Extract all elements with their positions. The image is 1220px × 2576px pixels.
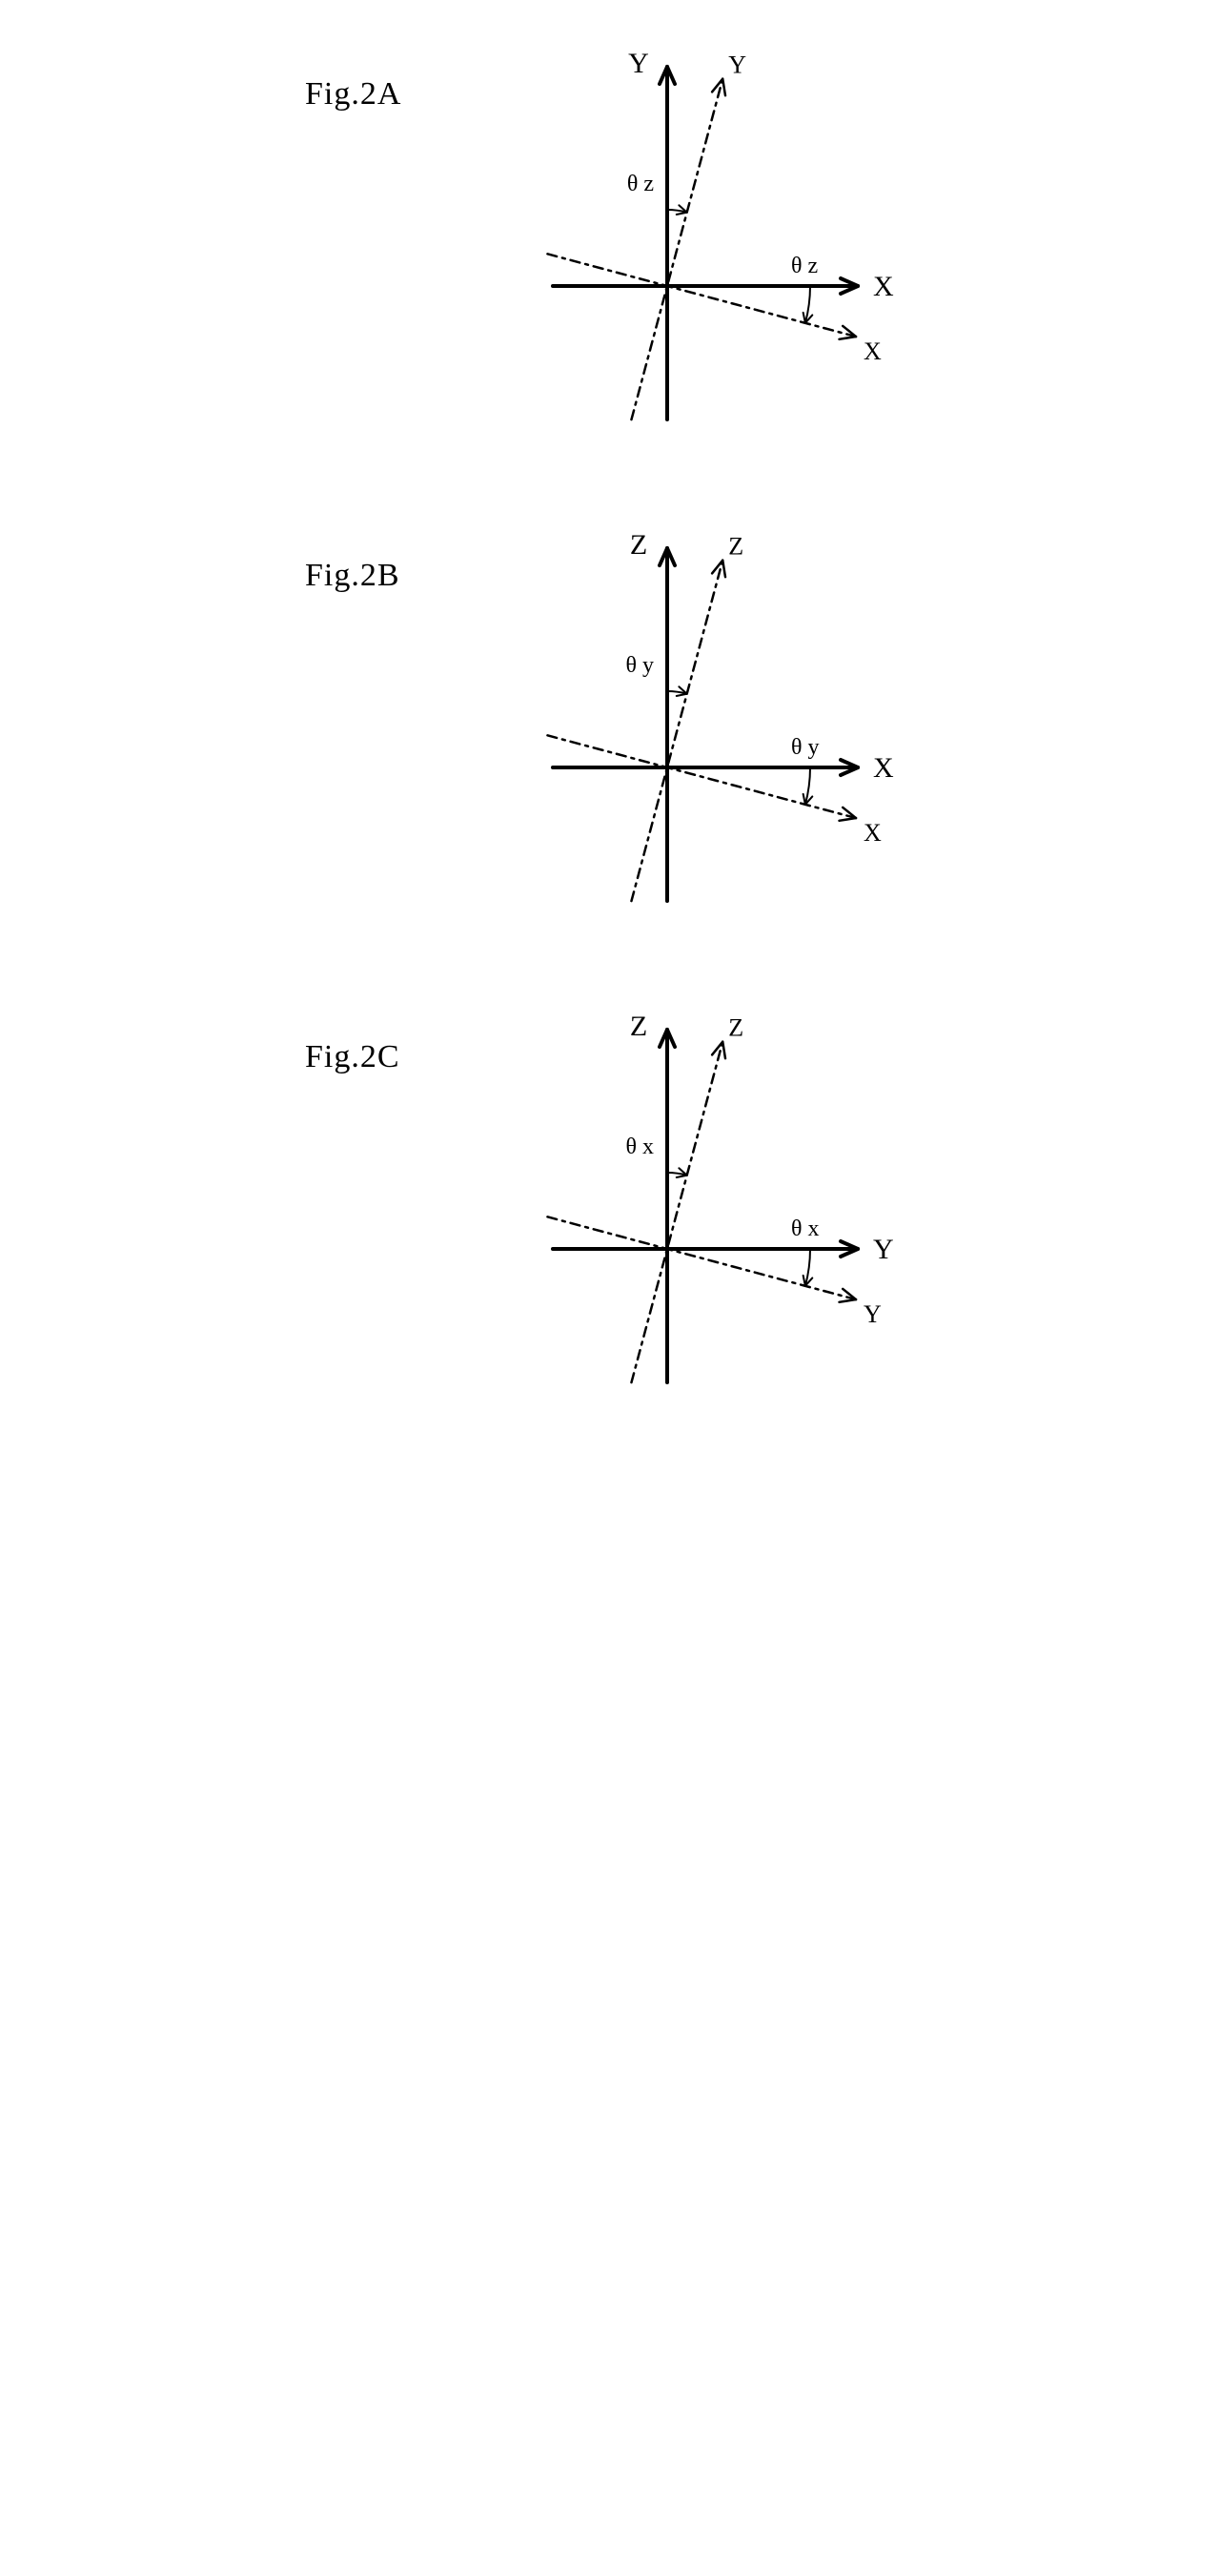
svg-text:Z: Z bbox=[728, 533, 743, 561]
diagram-a: Y X Y Xθ z θ z bbox=[477, 38, 896, 462]
svg-text:Z: Z bbox=[630, 529, 647, 561]
svg-text:Y: Y bbox=[873, 1234, 894, 1265]
diagram-b: Z X Z Xθ y θ y bbox=[477, 520, 896, 944]
figure-label: Fig.2C bbox=[305, 1039, 477, 1075]
svg-text:Y: Y bbox=[628, 48, 649, 79]
svg-text:Z: Z bbox=[630, 1011, 647, 1042]
svg-text:θ y: θ y bbox=[791, 735, 820, 760]
figure-label: Fig.2A bbox=[305, 76, 477, 112]
svg-text:Y: Y bbox=[864, 1300, 882, 1328]
figure-set: Fig.2A Y X Y Xθ z θ z Fig.2B Z X Z Xθ y θ y Fig.… bbox=[19, 38, 1201, 1425]
svg-text:θ y: θ y bbox=[626, 653, 655, 678]
svg-text:X: X bbox=[873, 752, 894, 784]
svg-text:X: X bbox=[864, 337, 882, 365]
svg-text:θ z: θ z bbox=[627, 172, 654, 196]
figure-b: Fig.2B Z X Z Xθ y θ y bbox=[305, 520, 915, 944]
svg-text:θ x: θ x bbox=[626, 1135, 655, 1159]
svg-text:θ z: θ z bbox=[791, 254, 818, 278]
diagram-c: Z Y Z Yθ x θ x bbox=[477, 1001, 896, 1425]
svg-text:θ x: θ x bbox=[791, 1216, 820, 1241]
svg-text:Z: Z bbox=[728, 1014, 743, 1042]
figure-label: Fig.2B bbox=[305, 558, 477, 594]
svg-text:X: X bbox=[864, 819, 882, 847]
svg-text:X: X bbox=[873, 271, 894, 302]
figure-c: Fig.2C Z Y Z Yθ x θ x bbox=[305, 1001, 915, 1425]
svg-text:Y: Y bbox=[728, 51, 746, 79]
figure-a: Fig.2A Y X Y Xθ z θ z bbox=[305, 38, 915, 462]
